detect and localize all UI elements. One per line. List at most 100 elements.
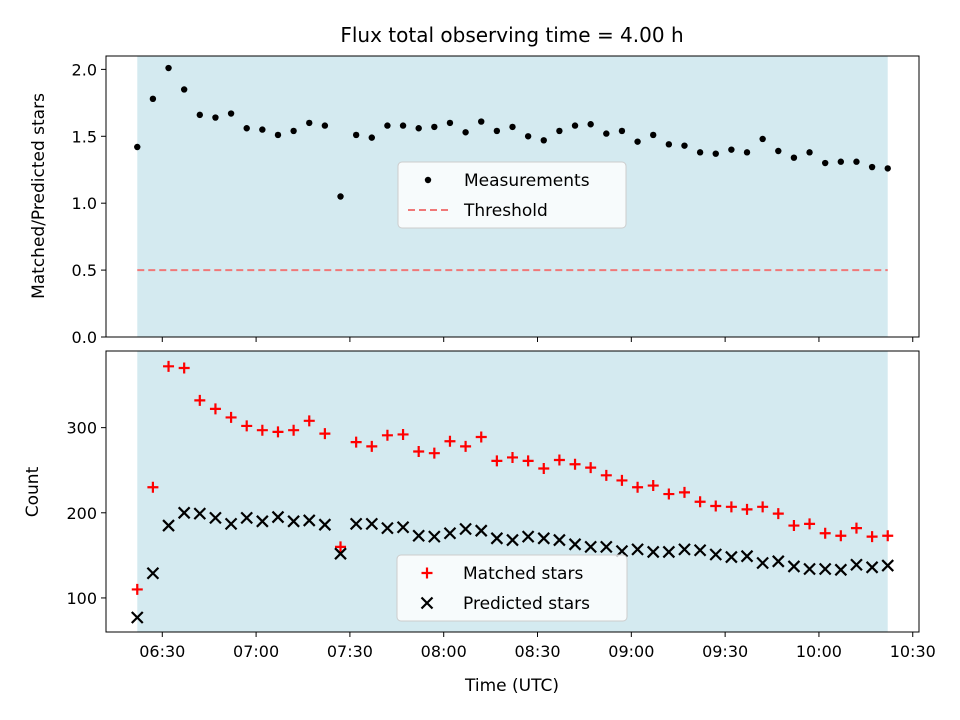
y-tick-label: 0.0 [72, 328, 97, 347]
data-point [381, 521, 394, 535]
data-point [806, 149, 813, 156]
data-point [431, 123, 438, 131]
x-tick-label: 07:30 [327, 642, 373, 661]
data-point [318, 518, 332, 531]
bottom-y-axis-label: Count [23, 466, 43, 517]
data-point [399, 122, 407, 129]
data-point [868, 163, 876, 171]
data-point [302, 514, 316, 527]
data-point [147, 481, 159, 493]
data-point [475, 431, 487, 443]
y-tick-label: 1.0 [72, 194, 97, 213]
data-point [693, 543, 707, 557]
data-point [837, 158, 845, 165]
data-point [568, 538, 582, 551]
data-point [271, 510, 285, 524]
data-point [757, 501, 769, 513]
data-point [571, 122, 579, 129]
data-point [334, 547, 347, 560]
legend-swatch [424, 176, 432, 184]
data-point [647, 480, 659, 492]
data-point [365, 517, 379, 531]
legend-label: Matched stars [463, 564, 583, 584]
data-point [287, 515, 300, 528]
data-point [804, 518, 816, 530]
data-point [193, 507, 207, 520]
data-point [585, 462, 597, 474]
x-tick-label: 07:00 [233, 642, 279, 661]
data-point [177, 506, 191, 520]
data-point [866, 531, 878, 543]
data-point [412, 529, 425, 543]
legend-swatch [420, 596, 434, 610]
data-point [366, 440, 378, 452]
y-tick-label: 200 [66, 504, 97, 523]
data-point [180, 86, 188, 93]
x-axis-label: Time (UTC) [464, 676, 559, 696]
data-point [413, 445, 425, 457]
data-point [662, 545, 676, 559]
data-point [149, 95, 157, 103]
data-point [646, 545, 660, 559]
x-tick-label: 08:30 [514, 642, 560, 661]
data-point [162, 519, 175, 532]
data-point [556, 127, 563, 135]
data-point [631, 543, 644, 556]
data-point [537, 532, 551, 545]
data-point [775, 147, 782, 155]
data-point [163, 360, 175, 372]
legend-label: Predicted stars [463, 594, 590, 614]
data-point [272, 426, 284, 438]
x-tick-label: 10:00 [796, 642, 842, 661]
data-point [446, 119, 454, 127]
data-point [274, 131, 282, 139]
data-point [319, 428, 331, 440]
data-point [196, 111, 204, 119]
data-point [818, 562, 832, 576]
data-point [491, 455, 503, 467]
data-point [415, 125, 422, 132]
data-point [460, 440, 472, 452]
data-point [522, 455, 534, 467]
data-point [740, 549, 754, 563]
data-point [772, 555, 785, 568]
axes-frame [105, 55, 920, 338]
data-point [835, 530, 847, 542]
data-point [725, 501, 737, 513]
data-point [146, 566, 160, 580]
data-point [165, 64, 172, 72]
data-point [349, 517, 363, 531]
data-point [881, 559, 895, 572]
data-point [741, 503, 753, 515]
data-point [134, 143, 141, 151]
data-point [678, 486, 690, 498]
data-point [788, 520, 800, 532]
data-point [853, 158, 860, 165]
top-y-axis-label: Matched/Predicted stars [29, 93, 49, 299]
data-point [306, 119, 313, 127]
data-point [603, 130, 610, 137]
legend: Measurements Threshold [397, 161, 627, 229]
data-point [618, 127, 626, 135]
data-point [743, 149, 751, 156]
data-point [396, 520, 410, 534]
y-tick-label: 1.5 [72, 127, 97, 146]
data-point [650, 131, 657, 139]
data-point [241, 420, 253, 432]
data-point [506, 533, 519, 547]
legend-label: Threshold [463, 201, 548, 221]
data-point [521, 530, 535, 543]
data-point [337, 193, 344, 200]
x-tick-label: 10:30 [890, 642, 936, 661]
data-point [821, 159, 829, 167]
data-point [256, 515, 269, 528]
data-point [884, 165, 891, 172]
data-point [665, 141, 673, 148]
data-point [696, 149, 704, 156]
data-point [634, 138, 641, 145]
data-point [384, 122, 391, 129]
data-point [256, 424, 268, 436]
y-tick-label: 100 [66, 589, 97, 608]
data-point [678, 543, 691, 556]
data-point [709, 548, 723, 561]
